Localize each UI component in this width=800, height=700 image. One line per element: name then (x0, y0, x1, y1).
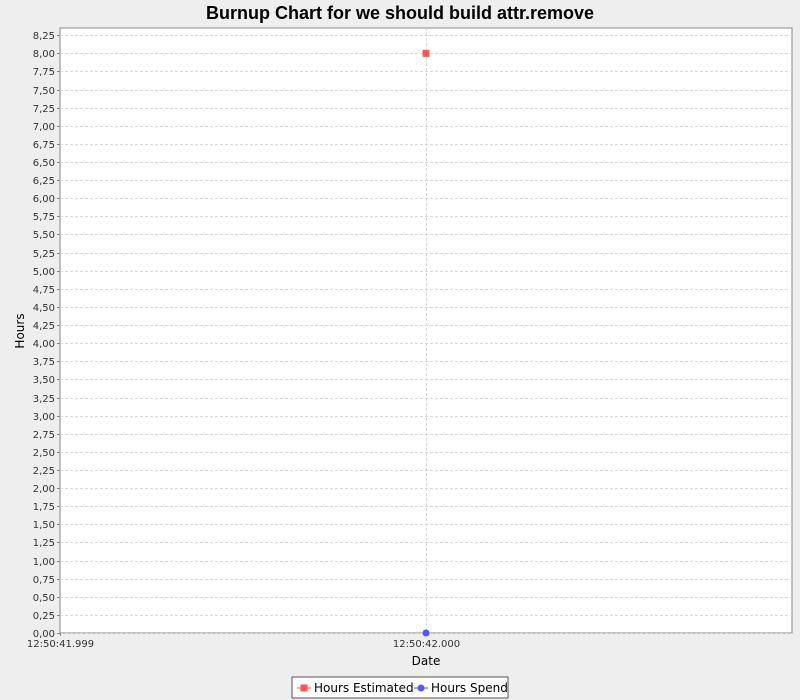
y-axis-label: Hours (13, 313, 27, 348)
x-tick-label-1: 12:50:42.000 (393, 639, 460, 650)
y-tick-label-32: 8,00 (33, 49, 55, 60)
y-tick-label-18: 4,50 (33, 303, 55, 314)
legend-marker-hours-estimated (300, 684, 308, 692)
point-hours-estimated-0 (422, 49, 430, 57)
chart-title: Burnup Chart for we should build attr.re… (206, 3, 594, 23)
y-tick-label-0: 0,00 (33, 629, 55, 640)
y-tick-label-21: 5,25 (33, 249, 55, 260)
legend-label-hours-estimated: Hours Estimated (314, 681, 414, 695)
grid-lines (60, 28, 792, 634)
y-tick-label-16: 4,00 (33, 339, 55, 350)
y-tick-label-15: 3,75 (33, 357, 55, 368)
legend: Hours Estimated Hours Spend (291, 676, 509, 699)
y-tick-label-3: 0,75 (33, 575, 55, 586)
data-points (422, 49, 430, 637)
y-tick-label-6: 1,50 (33, 520, 55, 531)
y-tick-label-22: 5,50 (33, 230, 55, 241)
x-axis-label: Date (412, 654, 441, 668)
y-tick-label-12: 3,00 (33, 412, 55, 423)
y-tick-label-27: 6,75 (33, 140, 55, 151)
y-tick-label-31: 7,75 (33, 67, 55, 78)
y-tick-label-8: 2,00 (33, 484, 55, 495)
y-tick-label-13: 3,25 (33, 394, 55, 405)
y-tick-label-4: 1,00 (33, 557, 55, 568)
x-tick-label-0: 12:50:41.999 (27, 639, 94, 650)
y-tick-label-10: 2,50 (33, 448, 55, 459)
y-tick-label-19: 4,75 (33, 285, 55, 296)
y-tick-label-26: 6,50 (33, 158, 55, 169)
y-tick-label-25: 6,25 (33, 176, 55, 187)
y-tick-label-2: 0,50 (33, 593, 55, 604)
y-tick-label-17: 4,25 (33, 321, 55, 332)
y-tick-label-14: 3,50 (33, 375, 55, 386)
point-hours-spend-0 (422, 629, 430, 637)
y-tick-label-23: 5,75 (33, 212, 55, 223)
y-tick-label-9: 2,25 (33, 466, 55, 477)
y-tick-label-7: 1,75 (33, 502, 55, 513)
y-tick-label-1: 0,25 (33, 611, 55, 622)
y-tick-label-33: 8,25 (33, 31, 55, 42)
y-tick-label-5: 1,25 (33, 538, 55, 549)
x-axis-ticks: 12:50:41.999 12:50:42.000 (27, 633, 460, 650)
y-axis-ticks: 0,00 0,25 0,50 0,75 1,00 1,25 1,50 1,75 2,00 2,25… (33, 31, 60, 640)
legend-label-hours-spend: Hours Spend (431, 681, 508, 695)
y-tick-label-24: 6,00 (33, 194, 55, 205)
y-tick-label-30: 7,50 (33, 86, 55, 97)
legend-marker-hours-spend (417, 684, 425, 692)
y-tick-label-11: 2,75 (33, 430, 55, 441)
y-tick-label-29: 7,25 (33, 104, 55, 115)
y-tick-label-20: 5,00 (33, 267, 55, 278)
y-tick-label-28: 7,00 (33, 122, 55, 133)
legend-box (291, 676, 509, 699)
